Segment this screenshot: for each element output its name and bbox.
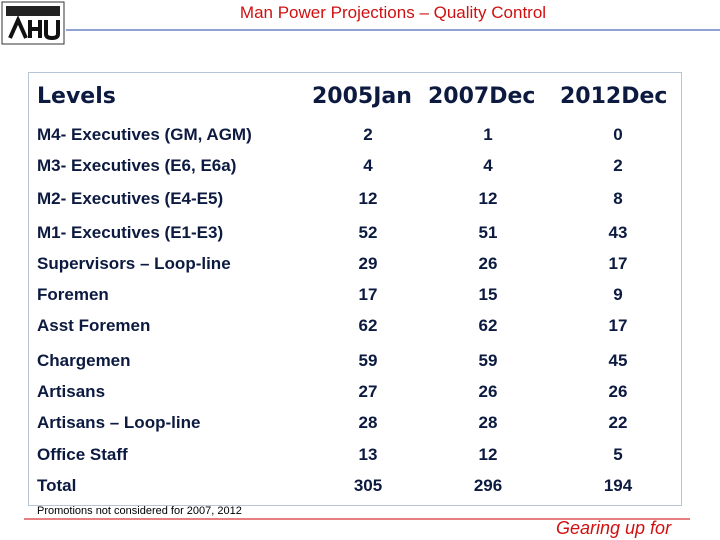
cell-value: 51 — [478, 223, 498, 242]
row-label: M1- Executives (E1-E3) — [37, 223, 224, 242]
cell-value: 26 — [478, 382, 498, 401]
table — [28, 72, 682, 506]
cell-value: 9 — [613, 285, 623, 304]
cell-value: 4 — [363, 156, 373, 175]
row-label: M4- Executives (GM, AGM) — [37, 125, 252, 144]
column-header: Levels — [37, 84, 116, 109]
row-label: Chargemen — [37, 351, 131, 370]
logo-band — [6, 6, 60, 16]
cell-value: 8 — [613, 189, 623, 208]
cell-value: 12 — [478, 189, 498, 208]
cell-value: 15 — [478, 285, 498, 304]
cell-value: 4 — [483, 156, 493, 175]
cell-value: 2 — [613, 156, 623, 175]
row-label: M3- Executives (E6, E6a) — [37, 156, 237, 175]
cell-value: 59 — [358, 351, 378, 370]
cell-value: 26 — [478, 254, 498, 273]
row-label: Total — [37, 476, 77, 495]
row-label: Artisans – Loop-line — [37, 413, 201, 432]
column-header: 2012Dec — [560, 84, 668, 109]
row-label: Supervisors – Loop-line — [37, 254, 231, 273]
row-label: Asst Foremen — [37, 316, 151, 335]
cell-value: 52 — [358, 223, 378, 242]
cell-value: 22 — [608, 413, 628, 432]
cell-value: 1 — [483, 125, 493, 144]
column-header: 2005Jan — [312, 84, 412, 109]
cell-value: 43 — [608, 223, 628, 242]
title: Man Power Projections – Quality Control — [239, 3, 547, 22]
cell-value: 62 — [358, 316, 378, 335]
cell-value: 0 — [613, 125, 623, 144]
cell-value: 17 — [358, 285, 378, 304]
column-header: 2007Dec — [428, 84, 536, 109]
cell-value: 17 — [608, 316, 628, 335]
cell-value: 29 — [358, 254, 378, 273]
footnote: Promotions not considered for 2007, 2012 — [37, 505, 242, 517]
row-label: Office Staff — [37, 445, 128, 464]
row-label: Artisans — [37, 382, 106, 401]
row-label: M2- Executives (E4-E5) — [37, 189, 224, 208]
cell-value: 28 — [358, 413, 378, 432]
cell-value: 62 — [478, 316, 498, 335]
cell-value: 26 — [608, 382, 628, 401]
cell-value: 45 — [608, 351, 628, 370]
cell-value: 2 — [363, 125, 373, 144]
cell-value: 17 — [608, 254, 628, 273]
cell-value: 296 — [473, 476, 503, 495]
cell-value: 194 — [603, 476, 633, 495]
tagline: Gearing up for — [556, 518, 672, 538]
cell-value: 5 — [613, 445, 623, 464]
cell-value: 59 — [478, 351, 498, 370]
logo-mark — [8, 15, 60, 41]
cell-value: 27 — [358, 382, 378, 401]
cell-value: 305 — [353, 476, 383, 495]
cell-value: 13 — [358, 445, 378, 464]
row-label: Foremen — [37, 285, 109, 304]
cell-value: 28 — [478, 413, 498, 432]
cell-value: 12 — [358, 189, 378, 208]
cell-value: 12 — [478, 445, 498, 464]
